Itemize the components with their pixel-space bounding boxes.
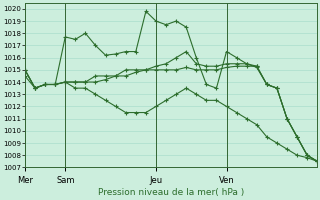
X-axis label: Pression niveau de la mer( hPa ): Pression niveau de la mer( hPa ) bbox=[98, 188, 244, 197]
